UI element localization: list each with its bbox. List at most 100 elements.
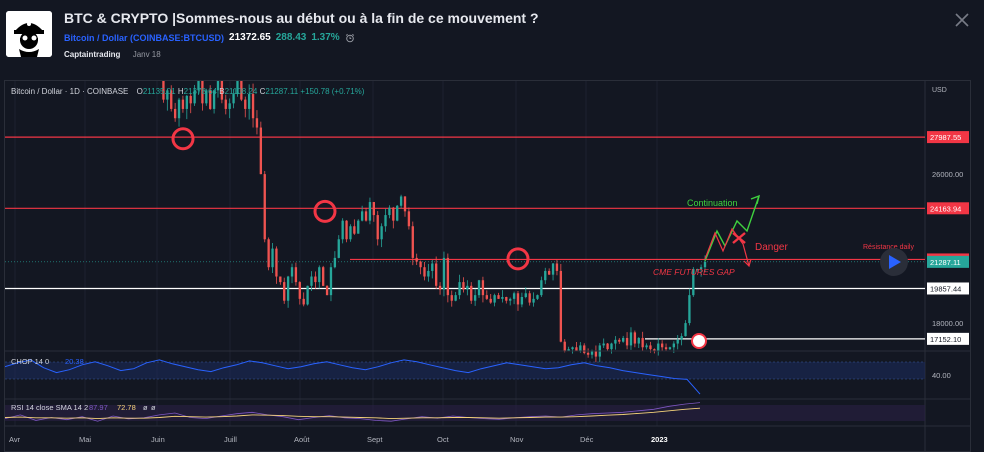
candle-body [571, 347, 574, 350]
candle-body [567, 349, 570, 351]
price-chart[interactable]: USD26000.0018000.0027987.5524163.9421417… [5, 81, 971, 452]
candle-body [310, 276, 313, 286]
candle-body [512, 293, 516, 299]
candle-body [193, 90, 196, 104]
candle-body [473, 295, 477, 301]
rsi-extra-2: ø [151, 403, 156, 412]
candle-body [477, 280, 481, 296]
candle-body [403, 196, 407, 212]
candle-body [283, 282, 286, 301]
level-label-bg [927, 282, 969, 295]
rsi-extra-1: ø [143, 403, 148, 412]
candle-body [337, 239, 340, 258]
symbol-change: 288.43 [275, 32, 307, 43]
close-icon[interactable] [952, 10, 972, 30]
legend-l-value: 21108.24 [224, 87, 258, 96]
symbol-change-pct: 1.37% [311, 32, 340, 43]
candle-body [290, 267, 294, 277]
candle-body [485, 295, 488, 299]
candle-body [590, 351, 594, 355]
symbol-price: 21372.65 [229, 32, 271, 43]
legend-o-label: O [136, 87, 143, 96]
annotation-continuation: Continuation [687, 198, 738, 208]
candle-body [462, 282, 465, 290]
x-tick-label: Sept [367, 435, 383, 444]
level-label-bg [927, 202, 969, 215]
candle-body [205, 90, 208, 104]
candle-body [528, 293, 531, 303]
candle-body [423, 267, 426, 277]
candle-body [271, 248, 274, 268]
candle-body [559, 270, 563, 342]
candle-body [703, 261, 707, 268]
candle-body [625, 337, 629, 346]
candle-body [524, 293, 527, 297]
y-tick-label: 18000.00 [932, 319, 963, 328]
candle-body [185, 95, 188, 109]
candle-body [173, 108, 177, 119]
candle-body [181, 99, 185, 109]
symbol-name: Bitcoin / Dollar [64, 32, 128, 43]
x-tick-label: 2023 [651, 435, 668, 444]
candle-body [251, 94, 255, 119]
candle-body [583, 345, 586, 353]
candle-body [536, 295, 539, 299]
candle-body [372, 202, 375, 216]
candle-body [645, 345, 648, 348]
candle-body [216, 81, 220, 91]
candle-body [286, 276, 290, 301]
candle-body [255, 118, 259, 128]
candle-body [579, 345, 582, 351]
candle-body [220, 81, 224, 100]
candle-body [360, 211, 364, 221]
candle-body [450, 295, 453, 301]
avatar[interactable] [6, 11, 52, 57]
legend-delta: +150.78 (+0.71%) [300, 87, 365, 96]
candle-body [540, 280, 543, 296]
candle-body [275, 248, 278, 277]
x-tick-label: Août [294, 435, 310, 444]
rejection-circle [313, 199, 337, 223]
legend-symbol: Bitcoin / Dollar · 1D · COINBASE [11, 87, 129, 96]
candle-body [318, 267, 321, 283]
author-name[interactable]: Captaintrading [64, 50, 121, 59]
continuation-arrowhead [750, 194, 761, 205]
candle-body [672, 343, 675, 348]
candle-body [294, 267, 298, 283]
legend-c-value: 21287.11 [265, 87, 299, 96]
candle-body [454, 295, 457, 301]
candle-body [209, 90, 212, 109]
x-tick-label: Nov [510, 435, 524, 444]
y-tick-label: 26000.00 [932, 170, 963, 179]
candle-body [660, 343, 664, 348]
rsi-value: 87.97 [89, 403, 108, 412]
x-tick-label: Avr [9, 435, 21, 444]
candle-body [415, 257, 418, 262]
candle-body [306, 285, 309, 305]
candle-body [532, 298, 535, 303]
danger-path [704, 227, 750, 267]
x-tick-label: Oct [437, 435, 450, 444]
candle-body [692, 269, 695, 296]
candle-body [314, 276, 317, 283]
idea-title: BTC & CRYPTO |Sommes-nous au début ou à … [64, 10, 539, 26]
symbol-link[interactable]: Bitcoin / Dollar (COINBASE:BTCUSD) [64, 33, 224, 43]
candle-body [668, 347, 672, 350]
candle-body [544, 270, 547, 281]
rejection-circle [506, 247, 530, 271]
candle-body [197, 81, 200, 91]
alarm-icon[interactable] [345, 33, 355, 43]
candle-body [458, 282, 461, 296]
candle-body [177, 99, 181, 119]
chop-band [5, 362, 925, 379]
candle-body [345, 220, 348, 240]
candle-body [325, 285, 329, 296]
candle-body [509, 298, 512, 301]
candle-body [516, 293, 520, 305]
candle-body [333, 257, 337, 268]
candle-body [259, 127, 263, 175]
chart-area[interactable]: USD26000.0018000.0027987.5524163.9421417… [4, 80, 971, 452]
danger-cross [732, 232, 746, 244]
rejection-circle [171, 127, 195, 151]
candle-body [349, 226, 352, 240]
